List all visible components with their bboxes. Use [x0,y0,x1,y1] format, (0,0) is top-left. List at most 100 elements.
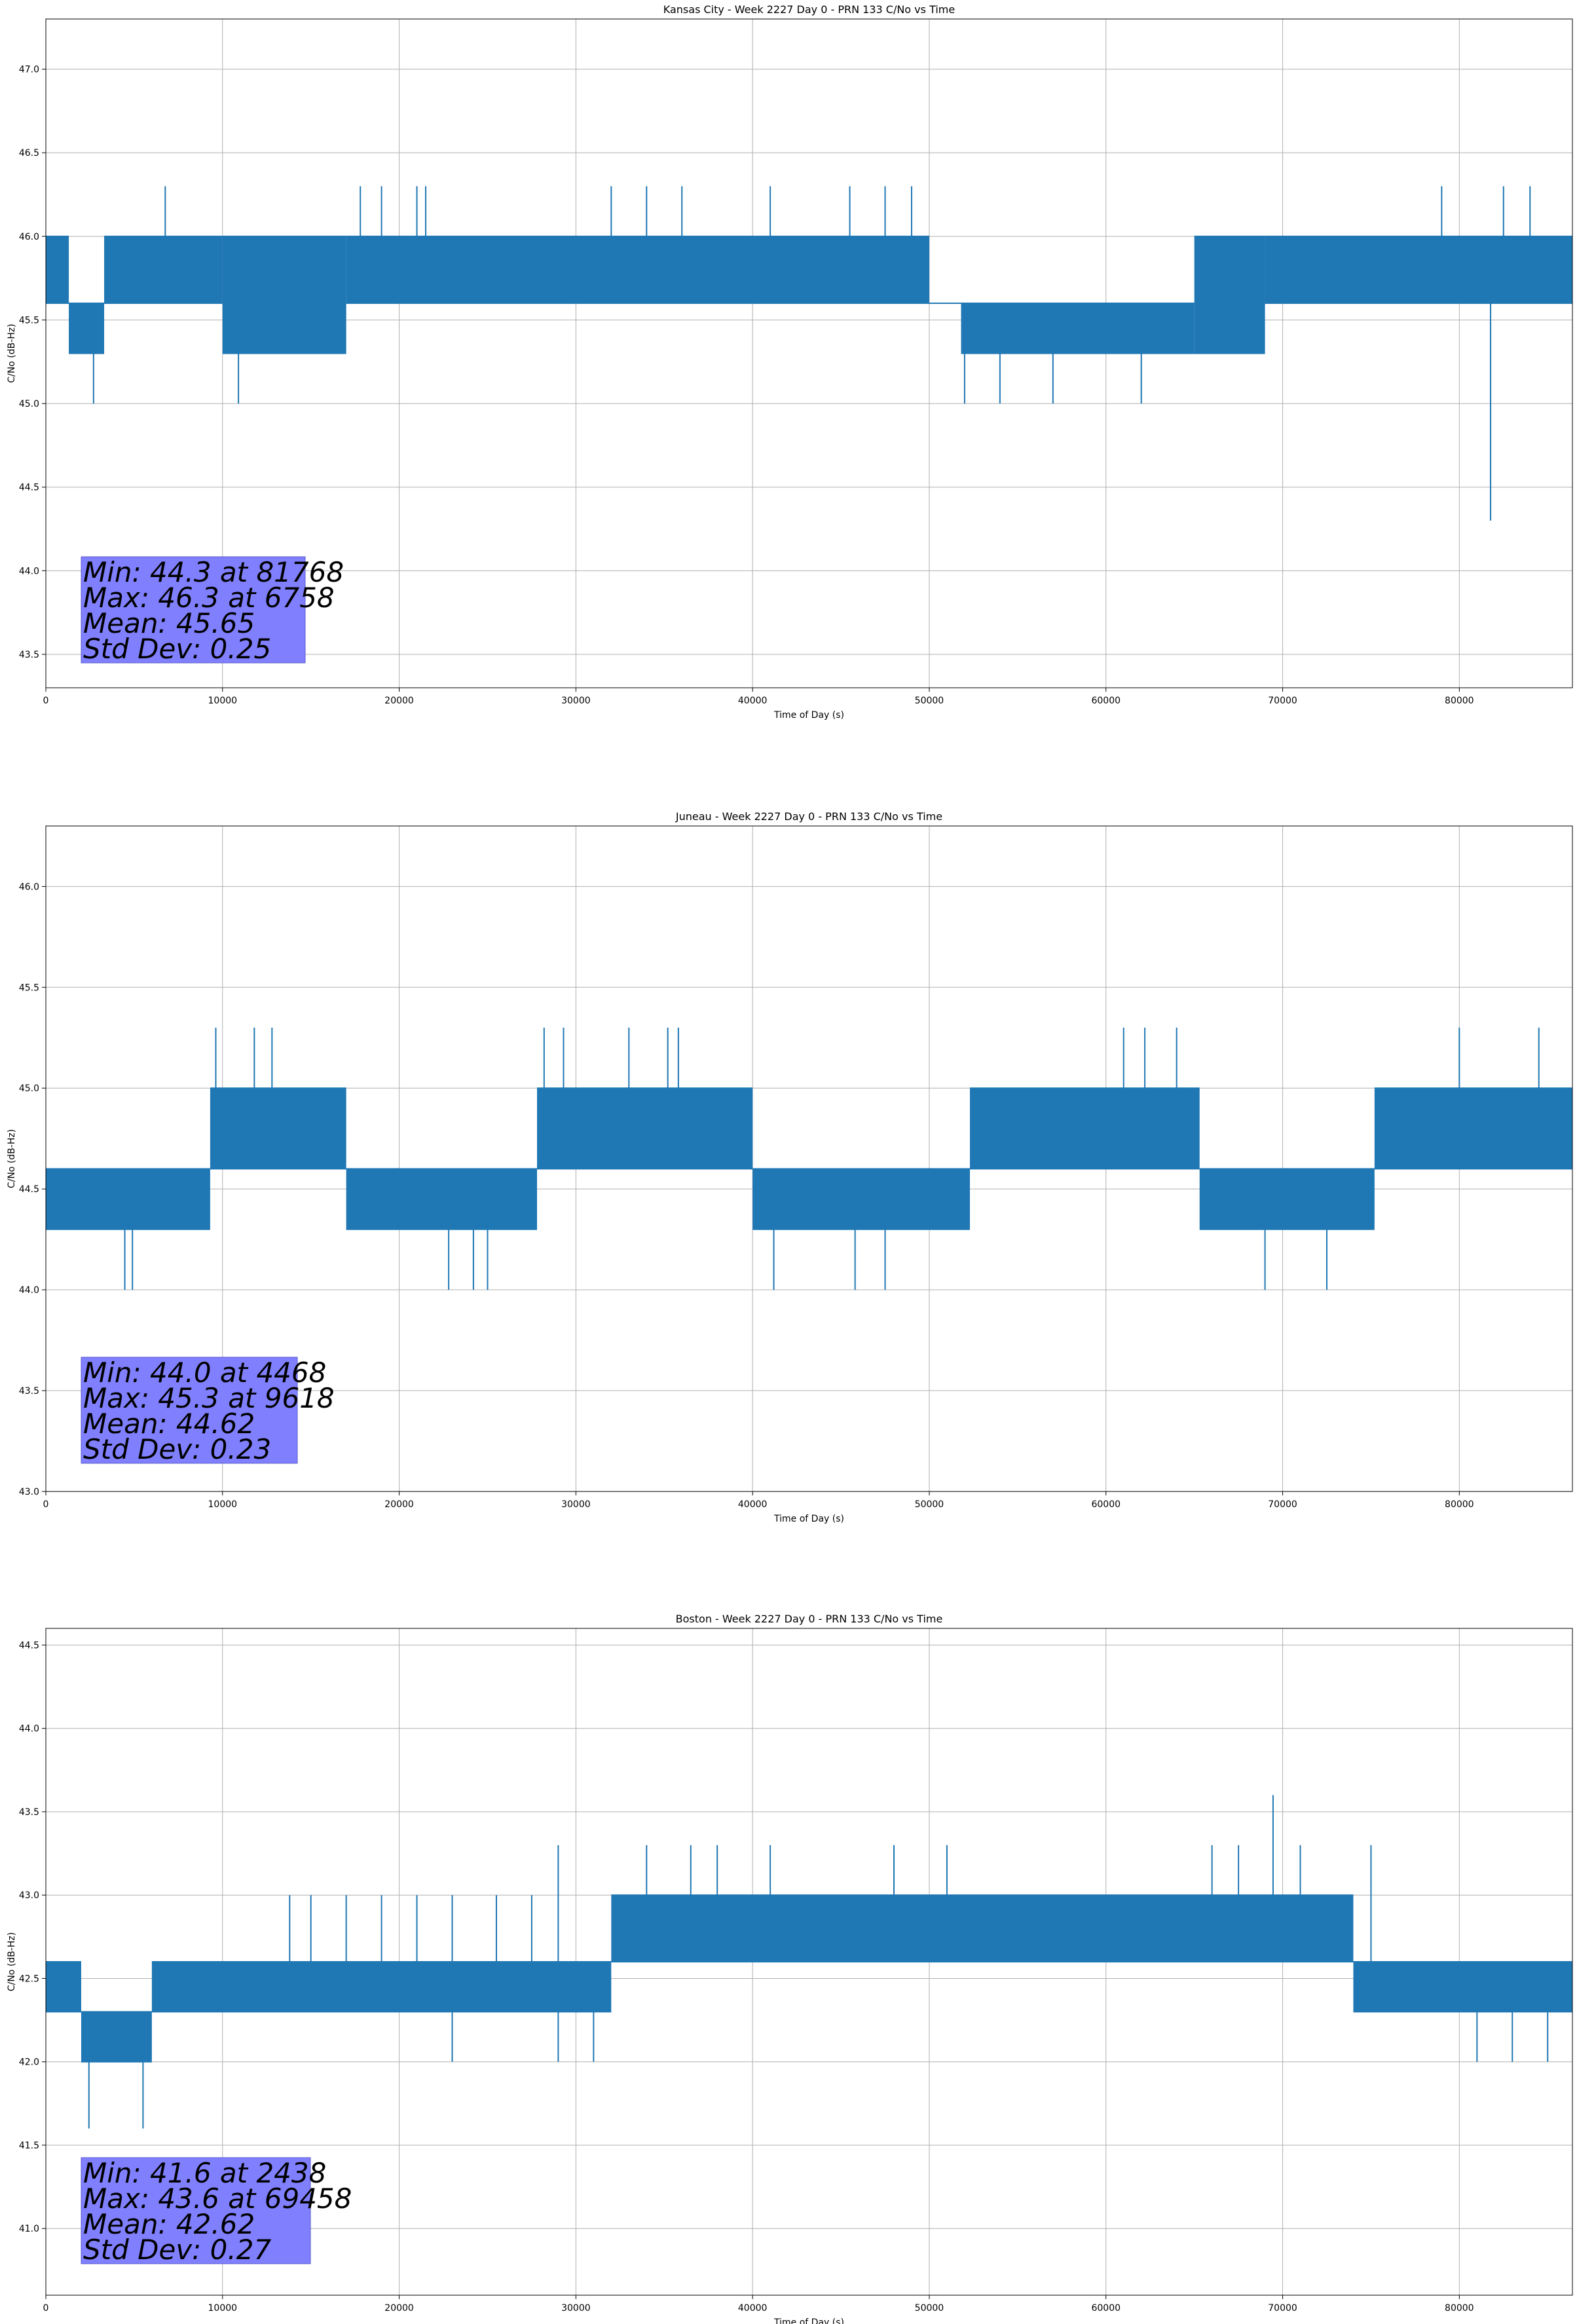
series-band [69,302,105,354]
x-tick-label: 70000 [1268,2303,1297,2314]
x-tick-label: 0 [43,696,49,706]
y-tick-label: 46.0 [19,882,39,892]
x-axis-label: Time of Day (s) [773,2317,844,2324]
stats-max-text: Max: 45.3 at 9618 [83,1382,335,1414]
y-tick-label: 44.0 [19,566,39,576]
axes-frame [45,825,1573,1492]
y-tick-label: 44.5 [19,483,39,493]
x-tick-label: 70000 [1268,696,1297,706]
chart-panel-0: 0 10000 20000 30000 40000 50000 60000 70000 8000… [7,3,1573,721]
x-tick-label: 80000 [1445,696,1474,706]
x-tick-label: 50000 [915,696,944,706]
x-tick-label: 30000 [561,1499,591,1510]
x-tick-label: 30000 [561,2303,591,2314]
y-axis-label: C/No (dB-Hz) [7,324,17,383]
y-tick-label: 44.0 [19,1285,39,1296]
series-band [46,235,69,304]
chart-title: Kansas City - Week 2227 Day 0 - PRN 133 … [663,3,955,16]
y-tick-label: 43.0 [19,1487,39,1497]
stats-max-text: Max: 46.3 at 6758 [83,582,335,614]
y-tick-label: 44.5 [19,1640,39,1651]
stats-std-text: Std Dev: 0.23 [83,1433,271,1465]
series-band [752,1168,971,1230]
chart-panel-1: 0 10000 20000 30000 40000 50000 60000 70000 8000… [7,810,1573,1524]
y-tick-label: 44.5 [19,1184,39,1195]
x-tick-label: 50000 [915,1499,944,1510]
series-band [929,302,961,304]
stats-min-text: Min: 44.3 at 81768 [83,556,344,588]
stats-box [81,556,306,664]
y-tick-label: 43.5 [19,1807,39,1818]
y-tick-label: 45.5 [19,983,39,993]
series-band [210,1087,346,1170]
x-tick-label: 50000 [915,2303,944,2314]
x-tick-label: 30000 [561,696,591,706]
x-tick-label: 60000 [1091,696,1121,706]
x-tick-label: 40000 [738,2303,768,2314]
chart-panel-2: 0 10000 20000 30000 40000 50000 60000 70000 8000… [7,1613,1573,2324]
series-band [81,2011,152,2063]
x-axis-label: Time of Day (s) [773,1514,844,1524]
y-tick-label: 42.0 [19,2057,39,2068]
axes-frame [45,1628,1573,2296]
series-band [46,1168,210,1230]
y-tick-label: 45.5 [19,315,39,326]
y-tick-label: 47.0 [19,65,39,75]
x-tick-label: 80000 [1445,2303,1474,2314]
y-tick-label: 44.0 [19,1724,39,1734]
series-band [1353,1961,1572,2013]
series-band [611,1894,1354,1962]
stats-min-text: Min: 44.0 at 4468 [83,1357,326,1389]
series-band [346,235,929,304]
stats-min-text: Min: 41.6 at 2438 [83,2157,326,2189]
x-tick-label: 40000 [738,1499,768,1510]
stats-std-text: Std Dev: 0.27 [83,2234,271,2266]
y-axis-label: C/No (dB-Hz) [7,1129,17,1188]
x-tick-label: 20000 [384,1499,414,1510]
chart-title: Boston - Week 2227 Day 0 - PRN 133 C/No … [676,1613,943,1625]
y-tick-label: 45.0 [19,1083,39,1094]
y-tick-label: 43.5 [19,650,39,660]
series-band [1199,1168,1375,1230]
y-axis-label: C/No (dB-Hz) [7,1932,17,1991]
x-tick-label: 20000 [384,696,414,706]
x-tick-label: 40000 [738,696,768,706]
y-tick-label: 43.5 [19,1386,39,1396]
series-band [104,235,223,304]
x-tick-label: 20000 [384,2303,414,2314]
x-tick-label: 10000 [208,1499,238,1510]
series-band [151,1961,612,2013]
x-tick-label: 10000 [208,696,238,706]
series-band [961,302,1195,354]
stats-box [81,1357,298,1464]
series-band [1265,235,1572,304]
series-band [222,235,346,354]
y-tick-label: 46.5 [19,148,39,159]
series-band [970,1087,1200,1170]
x-tick-label: 0 [43,1499,49,1510]
x-tick-label: 0 [43,2303,49,2314]
x-tick-label: 60000 [1091,1499,1121,1510]
y-tick-label: 41.0 [19,2224,39,2234]
series-band [346,1168,538,1230]
y-tick-label: 46.0 [19,232,39,242]
stats-mean-text: Mean: 42.62 [83,2208,255,2240]
stats-box [81,2157,311,2264]
y-tick-label: 45.0 [19,399,39,409]
y-tick-label: 41.5 [19,2141,39,2151]
stats-mean-text: Mean: 44.62 [83,1408,255,1440]
stats-max-text: Max: 43.6 at 69458 [83,2183,352,2215]
y-tick-label: 43.0 [19,1890,39,1901]
stats-mean-text: Mean: 45.65 [83,607,255,639]
x-tick-label: 80000 [1445,1499,1474,1510]
axes-frame [45,18,1573,688]
y-tick-label: 42.5 [19,1974,39,1984]
series-band [537,1087,753,1170]
stats-std-text: Std Dev: 0.25 [83,633,271,665]
series-band [1374,1087,1572,1170]
chart-title: Juneau - Week 2227 Day 0 - PRN 133 C/No … [675,810,942,823]
x-axis-label: Time of Day (s) [773,710,844,721]
x-tick-label: 10000 [208,2303,238,2314]
x-tick-label: 70000 [1268,1499,1297,1510]
